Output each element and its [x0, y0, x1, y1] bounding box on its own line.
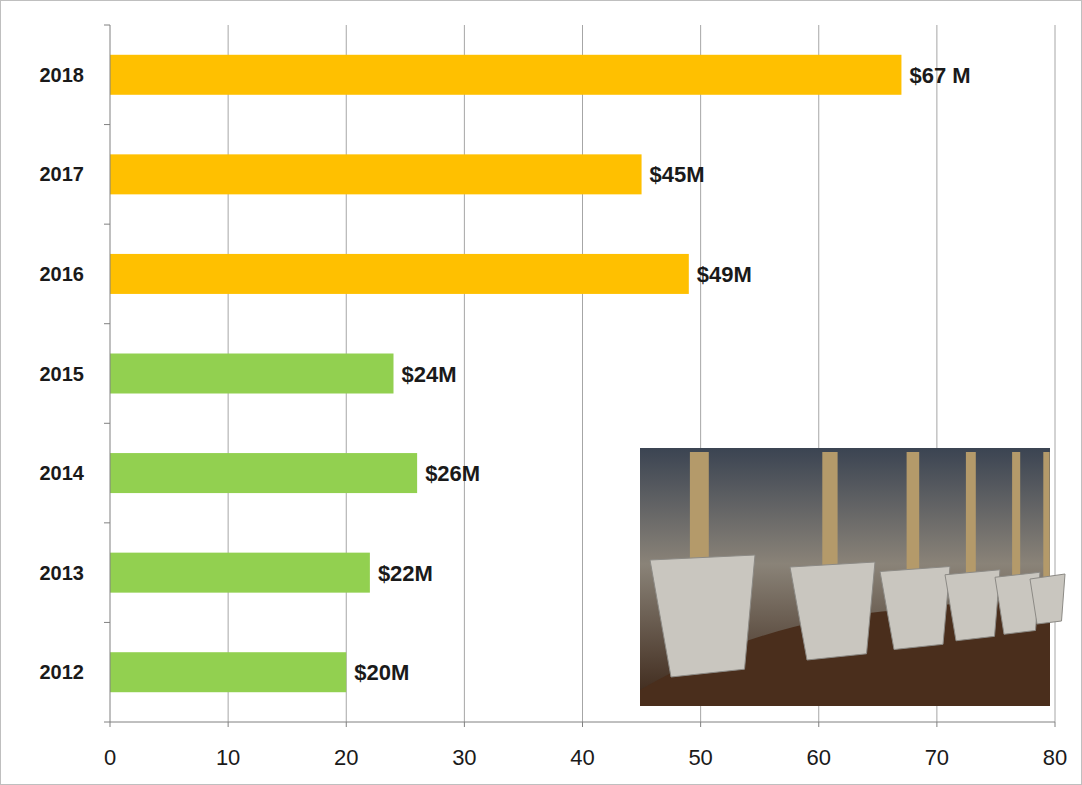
category-label: 2016	[40, 263, 85, 285]
y-axis	[110, 25, 111, 722]
data-label: $67 M	[909, 63, 970, 88]
photo-handle	[822, 452, 837, 577]
data-label: $24M	[402, 362, 457, 387]
y-tick	[104, 423, 110, 424]
category-label: 2012	[40, 661, 85, 683]
data-label: $49M	[697, 262, 752, 287]
photo-handle	[1043, 452, 1049, 589]
x-tick	[110, 722, 111, 727]
x-tick-label: 30	[452, 745, 476, 770]
category-label: 2014	[40, 462, 85, 484]
y-tick	[104, 622, 110, 623]
data-label: $45M	[650, 162, 705, 187]
bar	[110, 652, 346, 692]
photo-blade	[790, 562, 875, 660]
data-label: $22M	[378, 561, 433, 586]
category-label: 2015	[40, 363, 85, 385]
data-label: $26M	[425, 461, 480, 486]
x-tick-label: 0	[104, 745, 116, 770]
photo-handle	[907, 452, 920, 582]
photo-handle	[1012, 452, 1020, 587]
photo-blade	[1030, 574, 1065, 624]
x-tick-label: 80	[1043, 745, 1067, 770]
y-tick	[104, 224, 110, 225]
photo-blade	[650, 555, 755, 677]
photo-handle	[690, 452, 709, 570]
y-tick	[104, 323, 110, 324]
bar	[110, 55, 901, 95]
bar	[110, 254, 689, 294]
x-tick	[700, 722, 701, 727]
x-tick	[818, 722, 819, 727]
category-label: 2018	[40, 64, 85, 86]
x-tick	[1055, 722, 1056, 727]
grid-line	[582, 25, 583, 722]
photo-background	[640, 448, 1050, 706]
y-tick	[104, 722, 110, 723]
x-tick-label: 20	[334, 745, 358, 770]
y-tick	[104, 522, 110, 523]
bars	[110, 55, 901, 692]
x-tick	[464, 722, 465, 727]
chart: $20M$22M$26M$24M$49M$45M$67 M20122013201…	[0, 0, 1082, 785]
x-tick-label: 60	[807, 745, 831, 770]
x-tick	[582, 722, 583, 727]
grid-line	[464, 25, 465, 722]
chart-frame	[1, 1, 1082, 785]
x-tick-label: 40	[570, 745, 594, 770]
photo-handle	[966, 452, 976, 585]
category-label: 2013	[40, 562, 85, 584]
bar	[110, 453, 417, 493]
y-tick	[104, 124, 110, 125]
x-tick	[936, 722, 937, 727]
bar	[110, 154, 642, 194]
x-tick	[228, 722, 229, 727]
bar	[110, 354, 394, 394]
bar	[110, 553, 370, 593]
y-tick	[104, 25, 110, 26]
x-tick-label: 50	[688, 745, 712, 770]
data-label: $20M	[354, 660, 409, 685]
photo-blade	[945, 570, 1000, 641]
x-tick-label: 10	[216, 745, 240, 770]
photo	[640, 448, 1065, 706]
photo-blade	[880, 567, 950, 650]
x-tick-label: 70	[925, 745, 949, 770]
x-tick	[346, 722, 347, 727]
category-label: 2017	[40, 163, 85, 185]
